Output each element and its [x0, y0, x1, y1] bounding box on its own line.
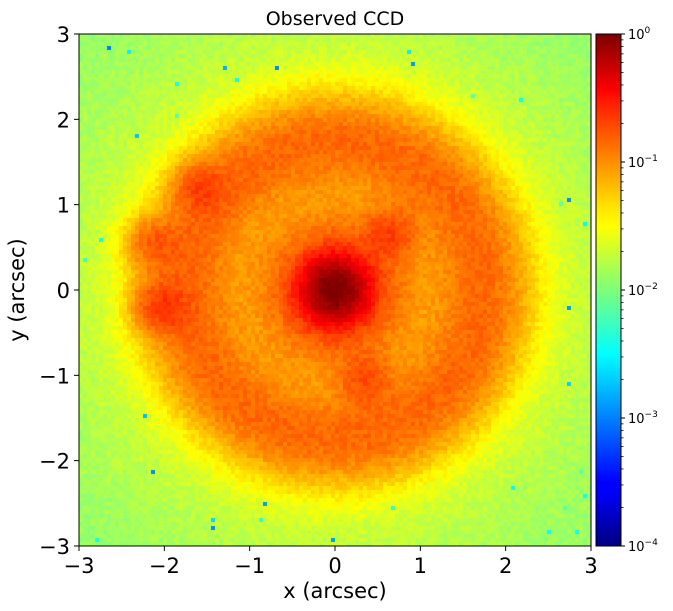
y-tick-label: 0 [57, 279, 70, 303]
x-tick-label: 1 [414, 554, 427, 578]
colorbar-tick-label: 100 [628, 26, 651, 43]
x-tick-label: −1 [234, 554, 265, 578]
x-tick-label: 3 [584, 554, 597, 578]
y-tick-label: 1 [57, 194, 70, 218]
x-tick-label: −2 [149, 554, 180, 578]
colorbar: 10−4 10−3 10−2 10−1 100 [595, 26, 658, 555]
colorbar-gradient [595, 33, 622, 547]
x-axis-label: x (arcsec) [283, 579, 386, 603]
y-tick-label: 2 [57, 108, 70, 132]
colorbar-ticks: 10−4 10−3 10−2 10−1 100 [621, 26, 658, 555]
y-tick-label: −1 [39, 364, 70, 388]
x-tick-label: 2 [499, 554, 512, 578]
plot-area [79, 34, 591, 546]
colorbar-tick-label: 10−2 [628, 282, 658, 299]
y-axis-label: y (arcsec) [5, 238, 29, 341]
x-tick-label: 0 [328, 554, 341, 578]
colorbar-tick-label: 10−1 [628, 154, 658, 171]
colorbar-tick-label: 10−3 [628, 410, 658, 427]
y-axis: −3 −2 −1 0 1 2 3 [39, 23, 79, 559]
y-tick-label: −2 [39, 450, 70, 474]
x-axis: −3 −2 −1 0 1 2 3 [64, 546, 598, 578]
colorbar-tick-label: 10−4 [628, 538, 658, 555]
heatmap-image [79, 34, 591, 546]
y-tick-label: 3 [57, 23, 70, 47]
y-tick-label: −3 [39, 535, 70, 559]
chart-title: Observed CCD [266, 8, 405, 30]
x-tick-label: −3 [64, 554, 95, 578]
